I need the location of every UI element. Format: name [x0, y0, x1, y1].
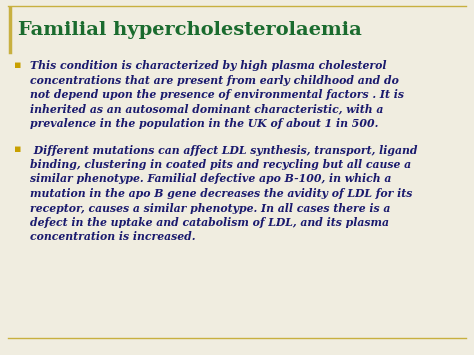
- Text: Familial hypercholesterolaemia: Familial hypercholesterolaemia: [18, 21, 362, 39]
- Text: Different mutations can affect LDL synthesis, transport, ligand: Different mutations can affect LDL synth…: [30, 144, 418, 155]
- Text: not depend upon the presence of environmental factors . It is: not depend upon the presence of environm…: [30, 89, 404, 100]
- Text: concentrations that are present from early childhood and do: concentrations that are present from ear…: [30, 75, 399, 86]
- Text: binding, clustering in coated pits and recycling but all cause a: binding, clustering in coated pits and r…: [30, 159, 411, 170]
- Text: ▪: ▪: [14, 60, 21, 70]
- Text: similar phenotype. Familial defective apo B-100, in which a: similar phenotype. Familial defective ap…: [30, 174, 392, 185]
- Text: ▪: ▪: [14, 144, 21, 154]
- Text: mutation in the apo B gene decreases the avidity of LDL for its: mutation in the apo B gene decreases the…: [30, 188, 412, 199]
- Text: inherited as an autosomal dominant characteristic, with a: inherited as an autosomal dominant chara…: [30, 104, 383, 115]
- Text: concentration is increased.: concentration is increased.: [30, 231, 195, 242]
- Text: defect in the uptake and catabolism of LDL, and its plasma: defect in the uptake and catabolism of L…: [30, 217, 389, 228]
- Text: This condition is characterized by high plasma cholesterol: This condition is characterized by high …: [30, 60, 386, 71]
- Text: prevalence in the population in the UK of about 1 in 500.: prevalence in the population in the UK o…: [30, 118, 378, 129]
- Text: receptor, causes a similar phenotype. In all cases there is a: receptor, causes a similar phenotype. In…: [30, 202, 391, 213]
